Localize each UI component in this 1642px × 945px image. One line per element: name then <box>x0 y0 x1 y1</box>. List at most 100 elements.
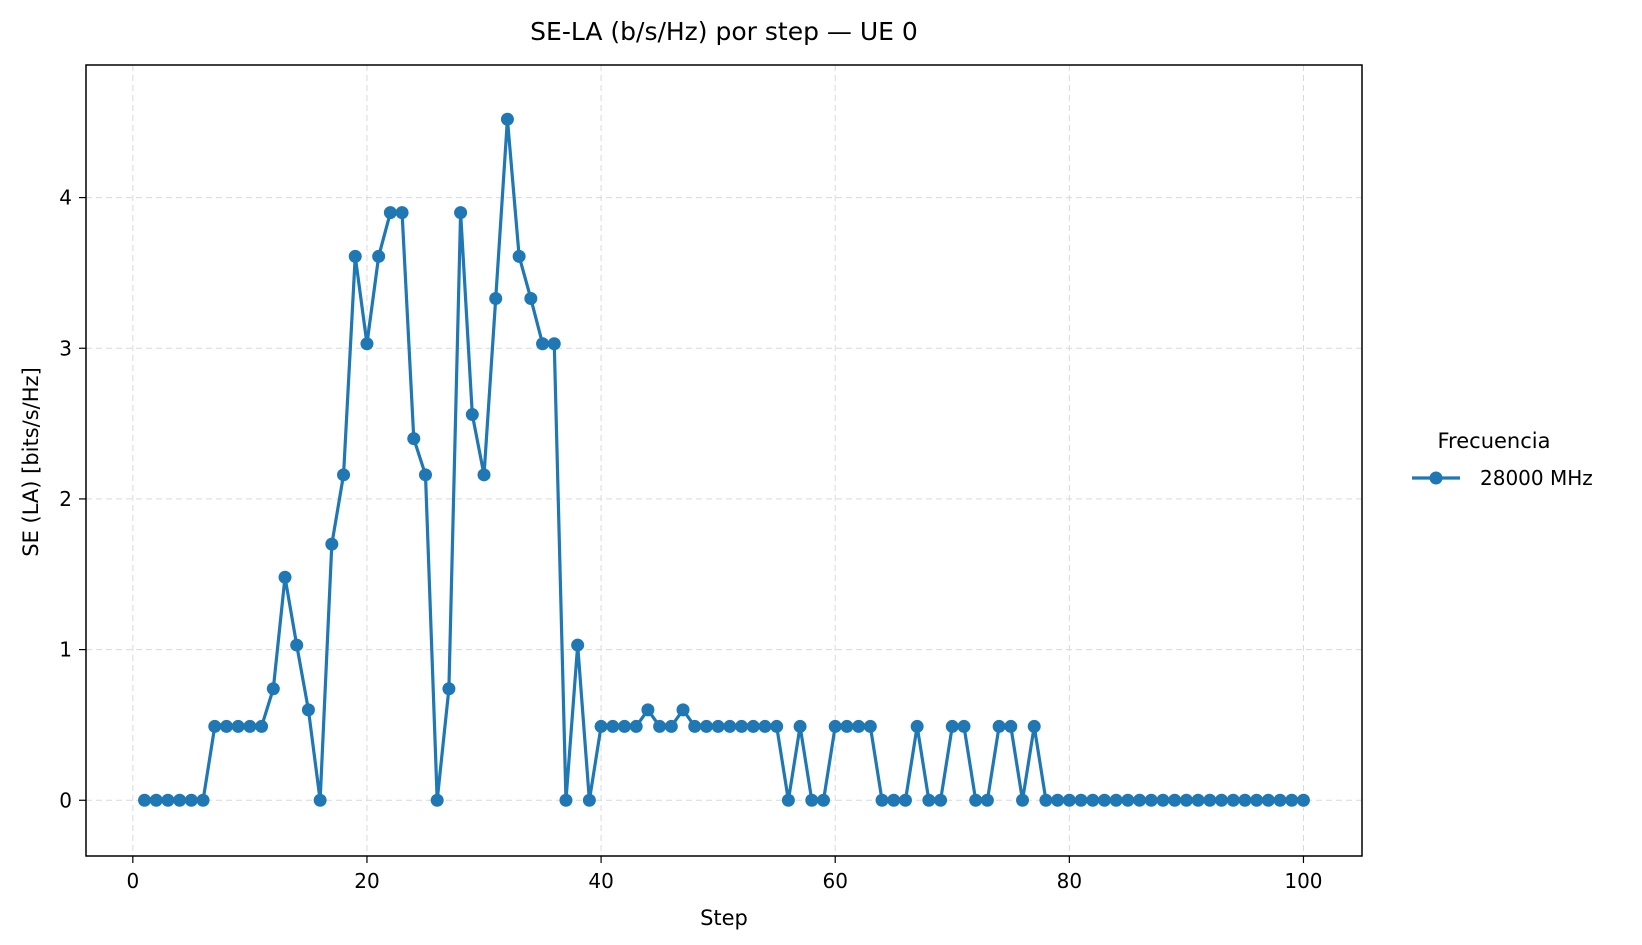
data-point <box>1097 793 1111 807</box>
data-point <box>184 793 198 807</box>
data-point <box>863 719 877 733</box>
data-point <box>1168 793 1182 807</box>
data-point <box>524 292 538 306</box>
data-point <box>1027 719 1041 733</box>
data-point <box>138 793 152 807</box>
data-point <box>817 793 831 807</box>
data-point <box>1133 793 1147 807</box>
x-tick-label: 20 <box>354 869 379 893</box>
legend-title: Frecuencia <box>1438 429 1551 453</box>
data-point <box>898 793 912 807</box>
data-point <box>149 793 163 807</box>
x-axis-title: Step <box>700 906 748 930</box>
data-point <box>395 206 409 220</box>
data-point <box>278 570 292 584</box>
data-point <box>208 719 222 733</box>
y-tick-label: 0 <box>59 788 72 812</box>
y-tick-label: 2 <box>59 487 72 511</box>
data-point <box>1179 793 1193 807</box>
data-point <box>161 793 175 807</box>
x-tick-label: 80 <box>1057 869 1082 893</box>
data-point <box>735 719 749 733</box>
data-point <box>688 719 702 733</box>
data-point <box>1016 793 1030 807</box>
data-point <box>477 468 491 482</box>
data-point <box>571 638 585 652</box>
data-point <box>1250 793 1264 807</box>
data-point <box>266 682 280 696</box>
data-point <box>313 793 327 807</box>
data-point <box>723 719 737 733</box>
data-point <box>337 468 351 482</box>
data-point <box>676 703 690 717</box>
x-axis-ticks: 0 20 40 60 80 100 <box>126 856 1323 893</box>
data-point <box>173 793 187 807</box>
data-point <box>969 793 983 807</box>
data-point <box>875 793 889 807</box>
data-point <box>1273 793 1287 807</box>
data-point <box>454 206 468 220</box>
data-point <box>348 249 362 263</box>
data-point <box>418 468 432 482</box>
legend-series-marker-icon <box>1429 471 1443 485</box>
data-point <box>301 703 315 717</box>
data-point <box>992 719 1006 733</box>
data-point <box>1062 793 1076 807</box>
plot-frame <box>85 64 1363 857</box>
data-point <box>1086 793 1100 807</box>
data-point <box>1261 793 1275 807</box>
data-point <box>500 112 514 126</box>
x-tick-label: 40 <box>588 869 613 893</box>
data-point <box>582 793 596 807</box>
data-point <box>805 793 819 807</box>
data-point <box>255 719 269 733</box>
data-point <box>1238 793 1252 807</box>
data-point <box>617 719 631 733</box>
data-point <box>1215 793 1229 807</box>
data-point <box>758 719 772 733</box>
data-point <box>231 719 245 733</box>
data-point <box>1039 793 1053 807</box>
x-tick-label: 60 <box>822 869 847 893</box>
data-point <box>770 719 784 733</box>
data-point <box>629 719 643 733</box>
data-point <box>407 432 421 446</box>
data-point <box>793 719 807 733</box>
data-point <box>887 793 901 807</box>
data-point <box>852 719 866 733</box>
data-point <box>196 793 210 807</box>
data-point <box>1226 793 1240 807</box>
legend: Frecuencia 28000 MHz <box>1412 429 1593 490</box>
data-point <box>1051 793 1065 807</box>
data-point <box>664 719 678 733</box>
data-point <box>934 793 948 807</box>
data-point <box>1156 793 1170 807</box>
data-point <box>781 793 795 807</box>
data-point <box>383 206 397 220</box>
data-point <box>828 719 842 733</box>
series-line <box>144 117 1304 802</box>
data-point <box>559 793 573 807</box>
data-point <box>910 719 924 733</box>
data-point <box>1144 793 1158 807</box>
data-point <box>547 337 561 351</box>
data-point <box>1296 793 1310 807</box>
data-point <box>430 793 444 807</box>
data-point <box>1203 793 1217 807</box>
data-point <box>512 249 526 263</box>
data-point <box>945 719 959 733</box>
data-point <box>840 719 854 733</box>
series-layer <box>138 112 1310 807</box>
data-point <box>746 719 760 733</box>
data-point <box>922 793 936 807</box>
data-point <box>536 337 550 351</box>
data-point <box>1109 793 1123 807</box>
data-point <box>641 703 655 717</box>
data-point <box>594 719 608 733</box>
data-point <box>372 249 386 263</box>
chart-title: SE-LA (b/s/Hz) por step — UE 0 <box>530 17 918 46</box>
data-point <box>290 638 304 652</box>
x-tick-label: 0 <box>126 869 139 893</box>
y-axis-title: SE (LA) [bits/s/Hz] <box>19 367 43 557</box>
